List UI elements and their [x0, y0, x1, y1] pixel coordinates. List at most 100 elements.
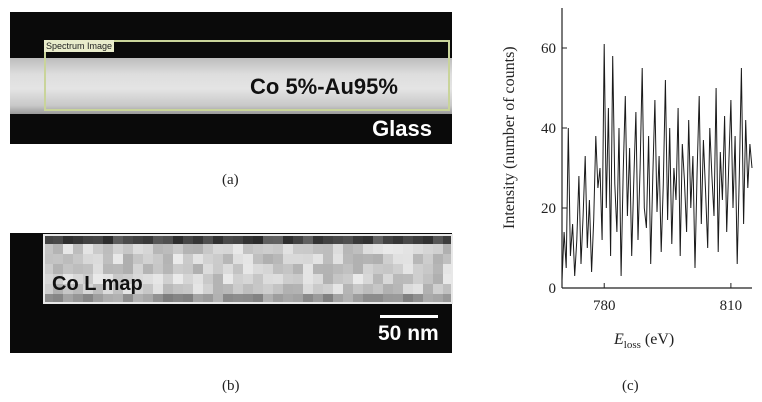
map-pixel: [423, 244, 433, 254]
scale-label: 50 nm: [378, 322, 439, 345]
map-pixel: [43, 254, 53, 264]
substrate-label: Glass: [372, 116, 432, 141]
map-pixel: [423, 284, 433, 294]
map-pixel: [403, 264, 413, 274]
map-pixel: [143, 284, 153, 294]
map-pixel: [223, 264, 233, 274]
map-frame: [43, 234, 453, 304]
map-pixel: [333, 244, 343, 254]
map-pixel: [423, 254, 433, 264]
map-pixel: [213, 264, 223, 274]
map-pixel: [423, 264, 433, 274]
map-pixel: [223, 234, 233, 244]
map-pixel: [93, 234, 103, 244]
map-pixel: [223, 294, 233, 304]
map-pixel: [273, 244, 283, 254]
map-pixel: [183, 274, 193, 284]
map-pixel: [303, 294, 313, 304]
map-pixel: [83, 294, 93, 304]
x-tick-label: 780: [593, 298, 616, 314]
map-pixel: [283, 264, 293, 274]
map-pixel: [323, 294, 333, 304]
map-pixel: [273, 264, 283, 274]
map-pixel: [263, 234, 273, 244]
map-pixel: [183, 264, 193, 274]
map-pixel: [343, 274, 353, 284]
y-tick-label: 0: [549, 281, 557, 297]
map-pixel: [323, 264, 333, 274]
map-pixel: [293, 244, 303, 254]
map-pixel: [143, 244, 153, 254]
map-pixel: [103, 264, 113, 274]
map-pixel: [383, 234, 393, 244]
map-pixel: [203, 294, 213, 304]
map-pixel: [333, 234, 343, 244]
map-pixel: [353, 264, 363, 274]
map-pixel: [413, 284, 423, 294]
map-pixel: [373, 274, 383, 284]
map-pixel: [173, 264, 183, 274]
map-pixel: [253, 264, 263, 274]
map-pixel: [213, 244, 223, 254]
map-pixel: [403, 234, 413, 244]
map-pixel: [103, 244, 113, 254]
map-pixel: [433, 274, 443, 284]
map-pixel: [313, 254, 323, 264]
map-pixel: [133, 274, 143, 284]
caption-a: (a): [222, 172, 239, 188]
map-pixel: [193, 274, 203, 284]
map-pixel: [253, 234, 263, 244]
map-pixel: [243, 294, 253, 304]
map-pixel: [83, 274, 93, 284]
map-pixel: [363, 244, 373, 254]
map-pixel: [303, 234, 313, 244]
map-pixel: [303, 284, 313, 294]
map-pixel: [323, 274, 333, 284]
y-tick-label: 20: [541, 201, 556, 217]
map-pixel: [433, 264, 443, 274]
map-pixel: [183, 244, 193, 254]
map-pixel: [233, 294, 243, 304]
map-pixel: [173, 254, 183, 264]
map-pixel: [133, 234, 143, 244]
map-pixel: [133, 244, 143, 254]
x-axis-label-main: E: [614, 331, 624, 348]
x-axis-label-sub: loss: [623, 339, 641, 352]
map-pixel: [153, 244, 163, 254]
map-pixel: [393, 244, 403, 254]
caption-b: (b): [222, 378, 240, 394]
scale-bar: [380, 315, 438, 318]
map-pixel: [263, 264, 273, 274]
map-pixel: [313, 284, 323, 294]
map-pixel: [103, 284, 113, 294]
map-pixel: [343, 284, 353, 294]
map-pixel: [83, 244, 93, 254]
map-pixel: [143, 234, 153, 244]
map-pixel: [163, 264, 173, 274]
map-pixel: [303, 274, 313, 284]
map-pixel: [443, 244, 453, 254]
map-pixel: [333, 284, 343, 294]
map-pixel: [123, 284, 133, 294]
map-pixel: [153, 264, 163, 274]
map-pixel: [43, 294, 53, 304]
map-pixel: [193, 244, 203, 254]
map-pixel: [413, 274, 423, 284]
map-pixel: [413, 254, 423, 264]
map-pixel: [323, 234, 333, 244]
map-pixel: [263, 274, 273, 284]
map-pixel: [443, 294, 453, 304]
map-pixel: [333, 254, 343, 264]
map-pixel: [183, 294, 193, 304]
caption-c: (c): [622, 378, 639, 394]
map-pixel: [383, 294, 393, 304]
map-pixel: [243, 254, 253, 264]
x-axis-label: Eloss (eV): [614, 331, 674, 351]
tem-image-panel-a: Spectrum Image Co 5%-Au95% Glass: [10, 12, 452, 144]
map-pixel: [243, 244, 253, 254]
map-pixel: [283, 294, 293, 304]
map-pixel: [143, 274, 153, 284]
map-pixel: [53, 264, 63, 274]
map-pixel: [83, 254, 93, 264]
map-pixel: [253, 284, 263, 294]
